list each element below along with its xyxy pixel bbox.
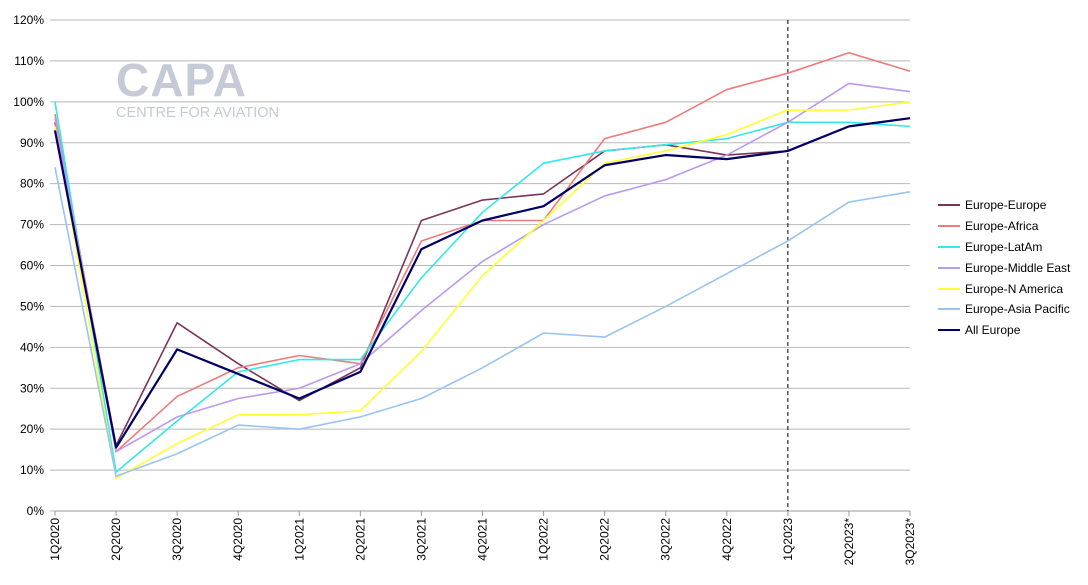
logo-main-text: CAPA xyxy=(116,54,247,106)
capa-logo-watermark: CAPA CENTRE FOR AVIATION xyxy=(116,56,279,122)
series-line-europe-latam xyxy=(54,101,911,473)
series-line-europe-middle-east xyxy=(54,82,911,453)
legend-item: Europe-LatAm xyxy=(938,237,1070,258)
legend-item: Europe-Asia Pacific xyxy=(938,299,1070,320)
x-tick-label: 4Q2022 xyxy=(720,518,734,561)
y-tick-label: 60% xyxy=(20,259,44,273)
legend-label: Europe-LatAm xyxy=(965,239,1043,254)
legend-swatch xyxy=(938,329,960,332)
legend-label: Europe-Africa xyxy=(965,219,1039,234)
x-tick-label: 2Q2020 xyxy=(109,518,123,561)
x-tick-label: 4Q2021 xyxy=(476,518,490,561)
legend-swatch xyxy=(938,204,960,207)
x-tick-label: 3Q2023* xyxy=(903,518,917,566)
legend-swatch xyxy=(938,266,960,269)
x-tick-label: 3Q2021 xyxy=(414,518,428,561)
y-tick-label: 30% xyxy=(20,381,44,395)
x-tick-label: 2Q2021 xyxy=(353,518,367,561)
legend-label: Europe-Asia Pacific xyxy=(965,302,1070,317)
legend-item: Europe-N America xyxy=(938,278,1070,299)
legend-swatch xyxy=(938,245,960,248)
x-tick-label: 1Q2023 xyxy=(781,518,795,561)
x-tick-label: 2Q2023* xyxy=(842,518,856,566)
legend-swatch xyxy=(938,308,960,311)
legend-label: All Europe xyxy=(965,323,1021,338)
y-tick-label: 50% xyxy=(20,299,44,313)
legend-item: Europe-Middle East xyxy=(938,257,1070,278)
series-line-europe-europe xyxy=(54,117,911,447)
y-tick-label: 90% xyxy=(20,136,44,150)
x-tick-label: 3Q2022 xyxy=(659,518,673,561)
x-tick-label: 3Q2020 xyxy=(170,518,184,561)
y-tick-label: 110% xyxy=(14,54,44,68)
legend-label: Europe-Europe xyxy=(965,198,1047,213)
series-line-europe-n-america xyxy=(54,101,911,480)
logo-sub-text: CENTRE FOR AVIATION xyxy=(116,105,280,121)
y-tick-label: 80% xyxy=(20,177,44,191)
y-tick-label: 10% xyxy=(20,463,44,477)
x-tick-label: 1Q2022 xyxy=(537,518,551,561)
x-tick-label: 4Q2020 xyxy=(231,518,245,561)
series-line-all-europe xyxy=(53,117,911,449)
series-line-europe-asia-pacific xyxy=(54,167,911,478)
legend-swatch xyxy=(938,225,960,228)
y-tick-label: 100% xyxy=(13,95,44,109)
x-tick-label: 1Q2021 xyxy=(292,518,306,561)
y-tick-label: 20% xyxy=(20,422,44,436)
legend-item: All Europe xyxy=(938,320,1070,341)
legend-item: Europe-Europe xyxy=(938,195,1070,216)
legend-label: Europe-Middle East xyxy=(965,260,1071,275)
y-tick-label: 70% xyxy=(20,218,44,232)
legend-swatch xyxy=(938,287,960,290)
y-tick-label: 120% xyxy=(13,13,44,27)
x-tick-label: 1Q2020 xyxy=(48,518,62,561)
y-tick-label: 40% xyxy=(20,340,44,354)
x-tick-label: 2Q2022 xyxy=(598,518,612,561)
y-tick-label: 0% xyxy=(27,504,45,518)
legend: Europe-Europe Europe-Africa Europe-LatAm Eu… xyxy=(938,195,1070,341)
legend-item: Europe-Africa xyxy=(938,216,1070,237)
legend-label: Europe-N America xyxy=(965,281,1064,296)
